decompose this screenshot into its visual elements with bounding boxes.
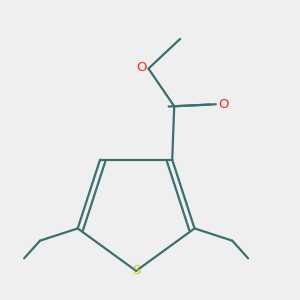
Text: O: O [136, 61, 146, 74]
Text: O: O [218, 98, 228, 111]
Text: S: S [132, 264, 140, 278]
